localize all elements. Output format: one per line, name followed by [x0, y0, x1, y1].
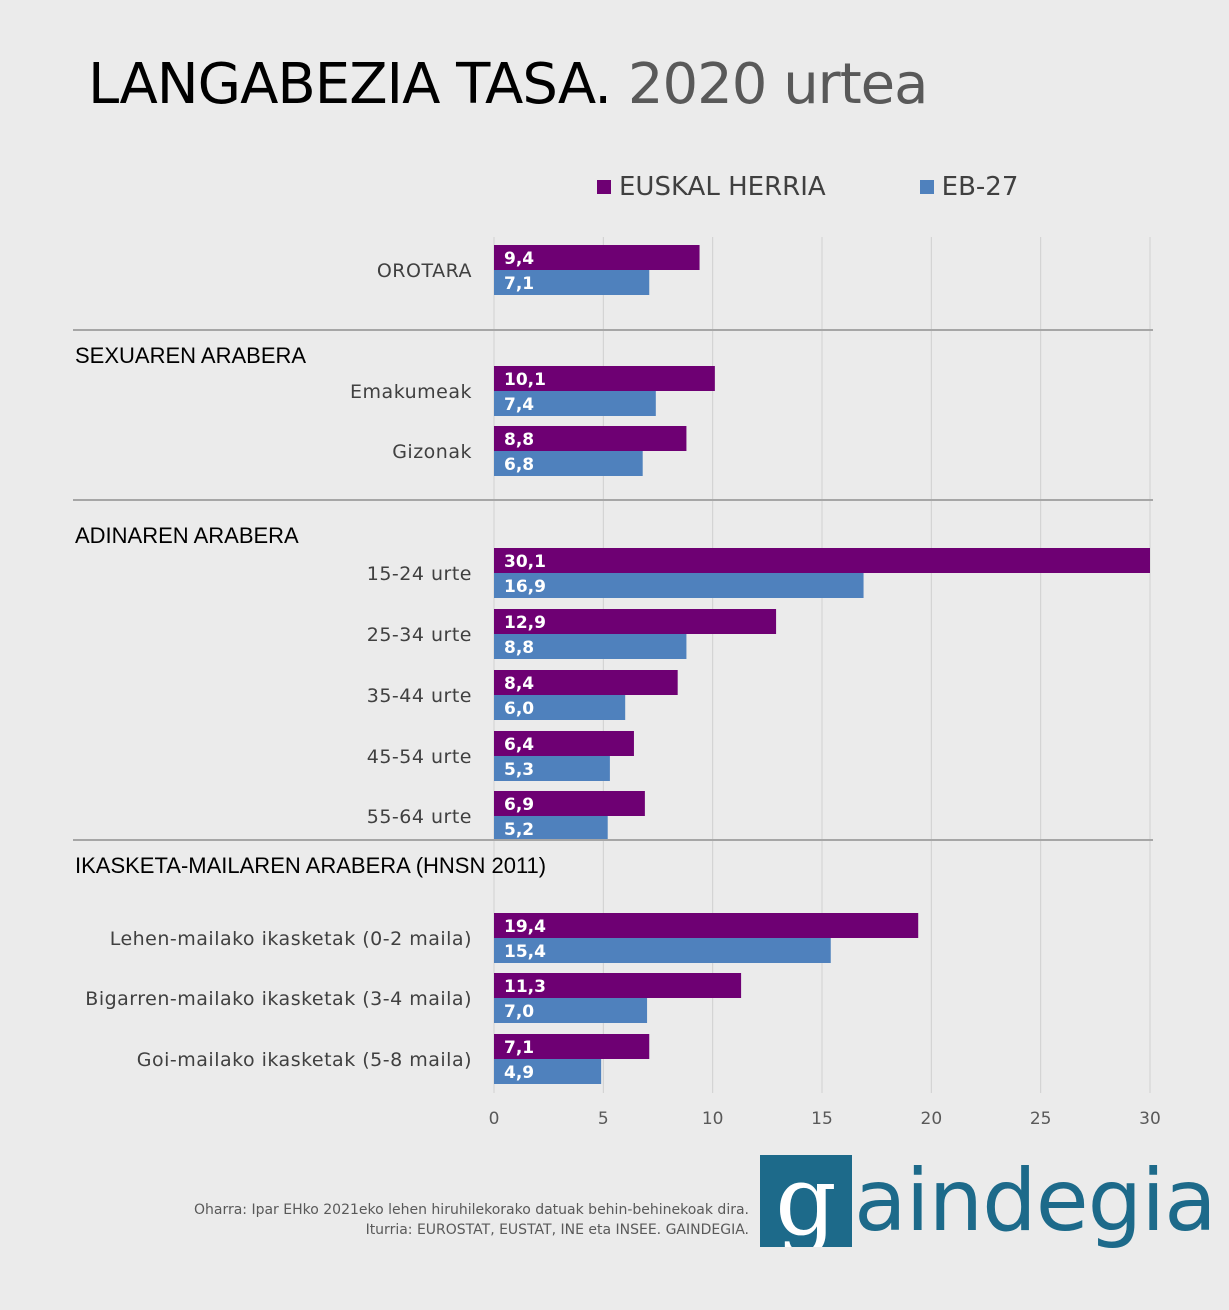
legend-swatch-euskal-herria [597, 180, 611, 194]
data-label: 7,4 [504, 395, 534, 415]
data-label: 7,1 [504, 274, 534, 294]
data-label: 16,9 [504, 577, 546, 597]
data-label: 4,9 [504, 1063, 534, 1083]
legend-item-euskal-herria: EUSKAL HERRIA [597, 172, 826, 202]
footnote: Oharra: Ipar EHko 2021eko lehen hiruhile… [194, 1200, 749, 1240]
bar-eb27 [494, 1059, 602, 1084]
bar-eb27 [494, 573, 864, 598]
bar-euskal-herria [494, 913, 919, 938]
data-label: 30,1 [504, 552, 546, 572]
bar-euskal-herria [494, 366, 715, 391]
x-tick-label: 15 [811, 1109, 833, 1129]
x-tick-label: 5 [598, 1109, 609, 1129]
bar-euskal-herria [494, 426, 687, 451]
data-label: 8,8 [504, 638, 534, 658]
footnote-note: Oharra: Ipar EHko 2021eko lehen hiruhile… [193, 1202, 749, 1218]
bar-chart: 0 5 10 15 20 25 30 OROTARA 9,4 7,1 SEXUAREN ARABER… [73, 237, 1161, 1129]
data-label: 6,4 [504, 735, 534, 755]
x-tick-label: 10 [702, 1109, 724, 1129]
data-label: 9,4 [504, 249, 534, 269]
bar-euskal-herria [494, 731, 634, 756]
footnote-source: Iturria: EUROSTAT, EUSTAT, INE eta INSEE… [365, 1222, 749, 1238]
data-label: 12,9 [504, 613, 546, 633]
data-label: 11,3 [504, 977, 546, 997]
bar-eb27 [494, 270, 650, 295]
x-tick-label: 20 [921, 1109, 943, 1129]
data-label: 6,8 [504, 455, 534, 475]
bar-eb27 [494, 391, 656, 416]
data-label: 5,2 [504, 820, 534, 840]
category-label: Emakumeak [350, 381, 472, 403]
legend-label-eb27: EB-27 [941, 172, 1019, 202]
category-label: 15-24 urte [367, 563, 472, 585]
group-heading: ADINAREN ARABERA [75, 523, 299, 548]
bar-euskal-herria [494, 609, 777, 634]
bar-euskal-herria [494, 973, 742, 998]
bar-eb27 [494, 938, 831, 963]
title-main: LANGABEZIA TASA. [88, 52, 612, 117]
title-year: 2020 urtea [627, 52, 929, 117]
legend-swatch-eb27 [919, 180, 934, 194]
data-label: 6,9 [504, 795, 534, 815]
category-label: 55-64 urte [367, 806, 472, 828]
data-label: 5,3 [504, 760, 534, 780]
legend-label-euskal-herria: EUSKAL HERRIA [619, 172, 826, 202]
data-label: 7,0 [504, 1002, 534, 1022]
category-label: 45-54 urte [367, 746, 472, 768]
category-label: Lehen-mailako ikasketak (0-2 maila) [110, 928, 472, 950]
data-label: 8,8 [504, 430, 534, 450]
group-heading: IKASKETA-MAILAREN ARABERA (HNSN 2011) [75, 853, 546, 878]
category-label: 25-34 urte [367, 624, 472, 646]
logo-wordmark: aindegia [854, 1151, 1217, 1251]
data-label: 10,1 [504, 370, 546, 390]
x-tick-label: 30 [1139, 1109, 1161, 1129]
bar-eb27 [494, 756, 610, 781]
data-label: 6,0 [504, 699, 534, 719]
data-label: 19,4 [504, 917, 546, 937]
bar-euskal-herria [494, 548, 1150, 573]
category-label: Goi-mailako ikasketak (5-8 maila) [137, 1049, 472, 1071]
category-label: Bigarren-mailako ikasketak (3-4 maila) [85, 988, 472, 1010]
bar-euskal-herria [494, 1034, 650, 1059]
bar-euskal-herria [494, 791, 645, 816]
logo-g-box: g [760, 1155, 852, 1247]
category-label: 35-44 urte [367, 685, 472, 707]
data-label: 8,4 [504, 674, 534, 694]
data-label: 15,4 [504, 942, 546, 962]
bar-eb27 [494, 998, 648, 1023]
group-heading: SEXUAREN ARABERA [75, 343, 306, 368]
bar-eb27 [494, 695, 626, 720]
bar-eb27 [494, 451, 643, 476]
legend: EUSKAL HERRIA EB-27 [597, 172, 1018, 202]
bar-eb27 [494, 816, 608, 841]
bar-euskal-herria [494, 670, 678, 695]
data-label: 7,1 [504, 1038, 534, 1058]
legend-item-eb27: EB-27 [919, 172, 1019, 202]
bar-euskal-herria [494, 245, 700, 270]
x-tick-label: 0 [489, 1109, 500, 1129]
chart-title: LANGABEZIA TASA. 2020 urtea [88, 52, 929, 117]
gaindegia-logo: g aindegia [760, 1151, 1217, 1251]
category-label: Gizonak [392, 441, 472, 463]
category-label: OROTARA [377, 260, 472, 282]
bar-eb27 [494, 634, 687, 659]
x-tick-label: 25 [1030, 1109, 1052, 1129]
